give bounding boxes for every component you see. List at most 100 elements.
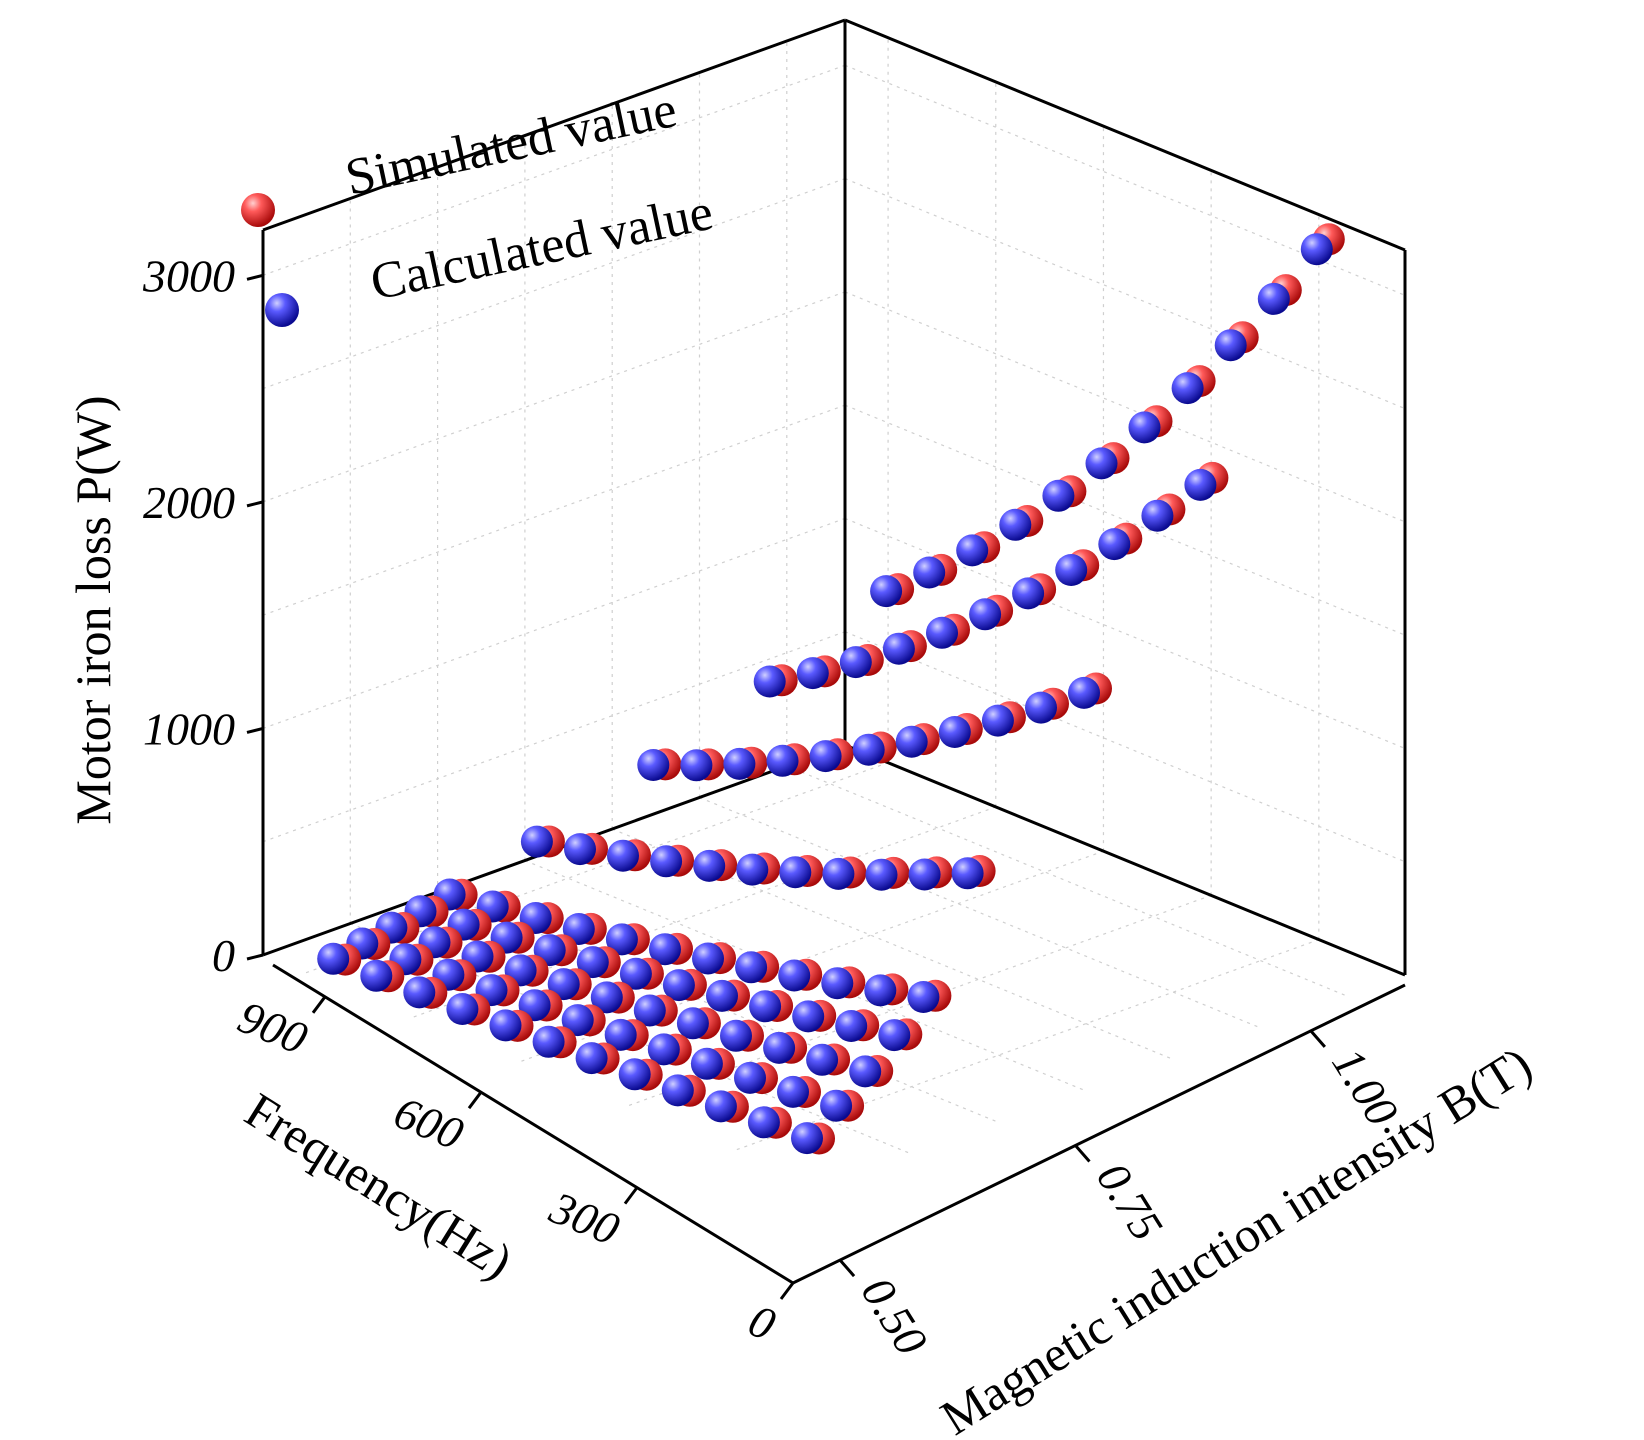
calculated-point bbox=[1068, 676, 1100, 709]
f-tick-label: 0 bbox=[742, 1294, 782, 1350]
calculated-point bbox=[720, 1019, 752, 1052]
calculated-point bbox=[796, 657, 829, 690]
calculated-point bbox=[821, 967, 854, 1000]
calculated-point bbox=[1098, 528, 1131, 561]
calculated-point bbox=[562, 913, 595, 945]
grid-line-f-floor bbox=[524, 859, 1086, 1092]
z-axis-title: Motor iron loss P(W) bbox=[65, 395, 121, 824]
calculated-point bbox=[763, 1031, 796, 1064]
calculated-point bbox=[913, 556, 946, 589]
calculated-point bbox=[564, 833, 596, 866]
calculated-point bbox=[864, 974, 897, 1007]
calculated-point bbox=[777, 1075, 809, 1108]
calculated-point bbox=[753, 665, 786, 698]
calculated-point bbox=[637, 749, 670, 781]
calculated-point bbox=[926, 616, 958, 649]
calculated-point bbox=[820, 1089, 853, 1122]
f-tick-label: 600 bbox=[387, 1086, 470, 1159]
calculated-point bbox=[317, 942, 350, 975]
z-tick-label: 2000 bbox=[143, 477, 235, 528]
calculated-point bbox=[693, 849, 726, 882]
labels-layer: 010002000300003006009000.500.751.00Motor… bbox=[65, 250, 1541, 1440]
calculated-point bbox=[791, 1122, 823, 1155]
frame-top-right bbox=[844, 18, 1406, 252]
calculated-point bbox=[604, 1018, 637, 1051]
frame-floor-right bbox=[844, 743, 1406, 977]
b-tick-label: 0.50 bbox=[852, 1268, 938, 1363]
calculated-point bbox=[806, 1043, 839, 1076]
calculated-point bbox=[736, 853, 769, 886]
calculated-point bbox=[1012, 577, 1045, 610]
calculated-point bbox=[360, 959, 393, 992]
calculated-point bbox=[1300, 233, 1333, 266]
b-tick bbox=[838, 1259, 856, 1278]
calculated-point bbox=[706, 979, 738, 1012]
calculated-point bbox=[956, 534, 989, 567]
b-axis-line bbox=[792, 983, 1406, 1285]
legend-calculated-label: Calculated value bbox=[366, 184, 718, 312]
calculated-point bbox=[561, 1004, 594, 1037]
z-tick-label: 3000 bbox=[142, 250, 235, 301]
calculated-point bbox=[839, 646, 872, 679]
calculated-point bbox=[1055, 554, 1088, 586]
calculated-point bbox=[1025, 691, 1057, 724]
grid-line-z-right bbox=[844, 404, 1406, 636]
b-tick bbox=[1309, 1029, 1326, 1048]
calculated-point bbox=[1214, 329, 1247, 362]
f-tick bbox=[623, 1186, 639, 1205]
calculated-point bbox=[969, 598, 1002, 631]
calculated-point bbox=[680, 749, 713, 782]
calculated-point bbox=[690, 1047, 723, 1080]
f-axis-title: Frequency(Hz) bbox=[236, 1082, 522, 1290]
z-tick bbox=[246, 500, 264, 508]
calculated-point bbox=[520, 825, 553, 858]
points-layer bbox=[317, 223, 1345, 1155]
z-tick bbox=[246, 726, 264, 734]
calculated-point bbox=[735, 951, 768, 984]
calculated-point bbox=[999, 508, 1032, 541]
grid-line-f-floor bbox=[437, 891, 998, 1123]
calculated-point bbox=[907, 981, 940, 1013]
frequency-axis-line bbox=[272, 963, 794, 1285]
calculated-point bbox=[849, 1055, 882, 1088]
grid-line-f-floor bbox=[786, 765, 1348, 997]
calculated-point bbox=[951, 857, 984, 890]
calculated-point bbox=[792, 1000, 825, 1033]
f-tick-label: 300 bbox=[542, 1181, 626, 1255]
calculated-point bbox=[403, 976, 436, 1009]
legend-calculated-marker bbox=[265, 293, 299, 327]
z-tick-label: 0 bbox=[212, 930, 235, 981]
calculated-point bbox=[676, 1007, 709, 1040]
b-axis-title: Magnetic induction intensity B(T) bbox=[931, 1035, 1541, 1440]
calculated-point bbox=[870, 575, 903, 608]
calculated-point bbox=[809, 740, 842, 773]
legend-simulated-marker bbox=[241, 193, 275, 227]
z-tick bbox=[246, 273, 264, 281]
calculated-point bbox=[649, 933, 681, 966]
grid-line-f-floor bbox=[699, 796, 1260, 1029]
calculated-point bbox=[547, 968, 580, 1001]
grid-line-z-right bbox=[844, 291, 1406, 523]
calculated-point bbox=[747, 1106, 780, 1139]
calculated-point bbox=[532, 1025, 565, 1058]
grid-line-z-right bbox=[844, 517, 1406, 749]
b-tick-label: 0.75 bbox=[1087, 1154, 1173, 1249]
z-tick-label: 1000 bbox=[143, 703, 235, 754]
calculated-point bbox=[908, 858, 941, 891]
calculated-point bbox=[607, 839, 639, 872]
calculated-point bbox=[650, 845, 683, 878]
calculated-point bbox=[1184, 468, 1217, 501]
calculated-point bbox=[835, 1010, 868, 1042]
calculated-point bbox=[895, 725, 928, 758]
calculated-point bbox=[1128, 411, 1161, 444]
calculated-point bbox=[692, 942, 724, 975]
grid-line-f-floor bbox=[611, 828, 1173, 1060]
calculated-point bbox=[723, 747, 756, 780]
calculated-point bbox=[938, 716, 971, 748]
f-tick bbox=[467, 1091, 483, 1110]
calculated-point bbox=[1085, 447, 1118, 480]
calculated-point bbox=[590, 981, 623, 1014]
z-tick bbox=[246, 953, 264, 961]
